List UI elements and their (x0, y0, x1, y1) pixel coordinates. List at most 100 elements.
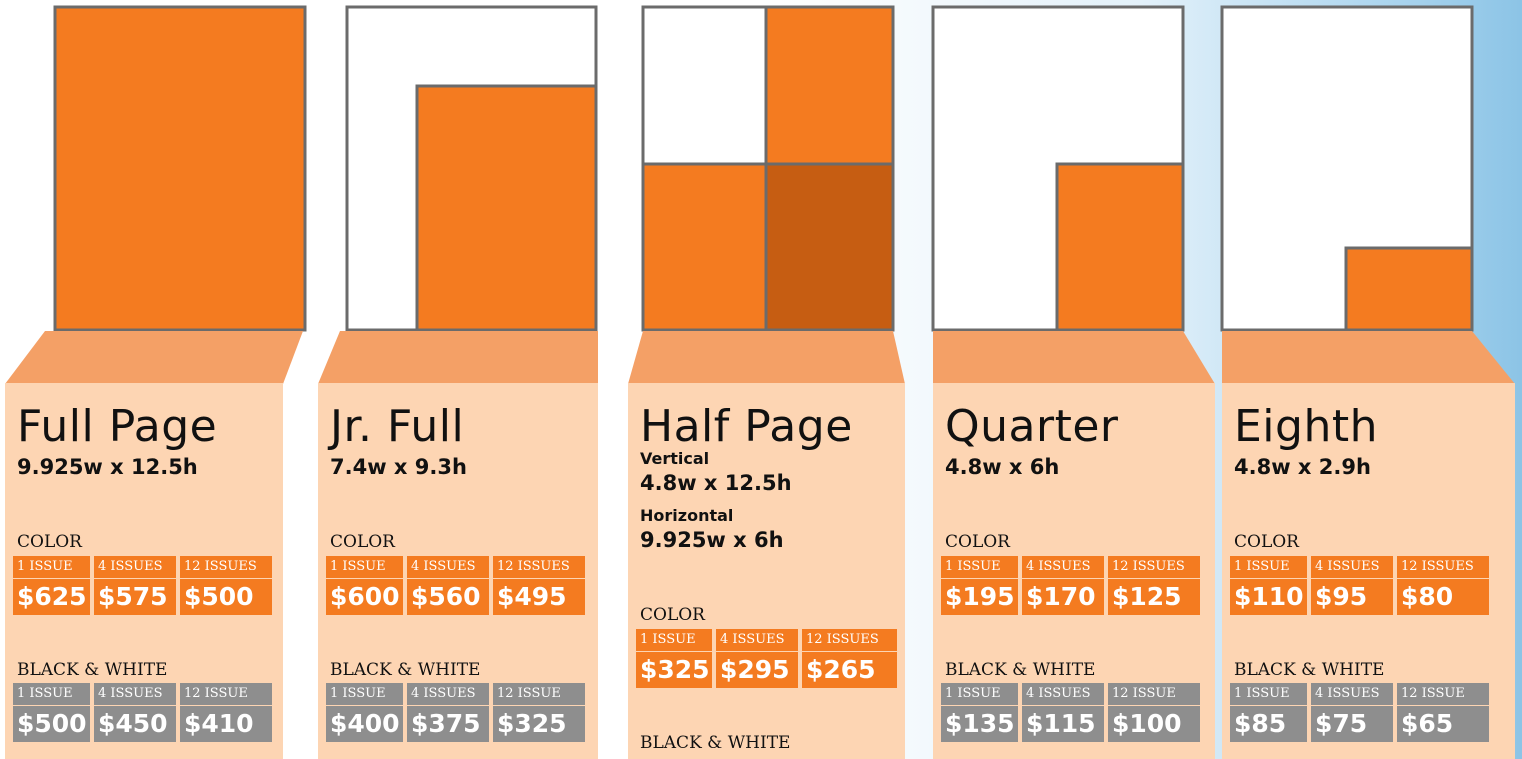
price-box: 1 ISSUE$85 (1230, 683, 1307, 742)
issue-count: 4 ISSUES (407, 556, 489, 579)
price-box: 1 ISSUE$110 (1230, 556, 1307, 615)
price: $265 (802, 652, 897, 688)
price: $170 (1022, 579, 1104, 615)
dimensions: 9.925w x 6h (640, 528, 784, 552)
dimensions: 4.8w x 12.5h (640, 471, 792, 495)
issue-count: 1 ISSUE (13, 556, 90, 579)
price: $495 (493, 579, 585, 615)
price-box: 4 ISSUES$295 (716, 629, 798, 688)
price-box: 12 ISSUES$80 (1397, 556, 1489, 615)
issue-count: 12 ISSUE (180, 683, 272, 706)
price: $195 (941, 579, 1018, 615)
issue-count: 12 ISSUE (493, 683, 585, 706)
issue-count: 4 ISSUES (94, 556, 176, 579)
eighth-diagram (1222, 7, 1472, 330)
price-box: 1 ISSUE$135 (941, 683, 1018, 742)
price: $375 (407, 706, 489, 742)
price-box: 12 ISSUES$125 (1108, 556, 1200, 615)
price: $500 (13, 706, 90, 742)
page: {"columns": [ {"title": "Full Page", "si… (0, 0, 1522, 759)
half-page-diagram (643, 7, 893, 330)
price-box: 1 ISSUE$325 (636, 629, 712, 688)
issue-count: 1 ISSUE (326, 556, 403, 579)
price-box: 4 ISSUES$450 (94, 683, 176, 742)
ad-title: Quarter (945, 401, 1118, 452)
issue-count: 1 ISSUE (13, 683, 90, 706)
price-box: 4 ISSUES$560 (407, 556, 489, 615)
price-box: 12 ISSUES$495 (493, 556, 585, 615)
issue-count: 1 ISSUE (1230, 556, 1307, 579)
price-box: 4 ISSUES$375 (407, 683, 489, 742)
color-label: COLOR (640, 605, 705, 625)
price: $80 (1397, 579, 1489, 615)
price-box: 4 ISSUES$95 (1311, 556, 1393, 615)
issue-count: 4 ISSUES (1022, 556, 1104, 579)
price: $75 (1311, 706, 1393, 742)
issue-count: 4 ISSUES (1022, 683, 1104, 706)
price-box: 12 ISSUES$500 (180, 556, 272, 615)
jr-full-diagram (347, 7, 596, 330)
price: $500 (180, 579, 272, 615)
bw-label: BLACK & WHITE (17, 660, 167, 680)
dimensions: 7.4w x 9.3h (330, 455, 467, 479)
price-box: 4 ISSUES$170 (1022, 556, 1104, 615)
price: $400 (326, 706, 403, 742)
ad-size-panel: Half PageVertical4.8w x 12.5hHorizontal9… (628, 383, 905, 759)
price: $600 (326, 579, 403, 615)
ad-title: Jr. Full (330, 401, 464, 452)
full-page-diagram (55, 7, 305, 330)
price: $295 (716, 652, 798, 688)
price-box: 4 ISSUES$575 (94, 556, 176, 615)
issue-count: 12 ISSUES (180, 556, 272, 579)
price: $135 (941, 706, 1018, 742)
price-box: 4 ISSUES$115 (1022, 683, 1104, 742)
price-box: 12 ISSUE$65 (1397, 683, 1489, 742)
price: $410 (180, 706, 272, 742)
bw-label: BLACK & WHITE (1234, 660, 1384, 680)
issue-count: 12 ISSUE (1397, 683, 1489, 706)
price-box: 1 ISSUE$500 (13, 683, 90, 742)
issue-count: 1 ISSUE (636, 629, 712, 652)
bw-label: BLACK & WHITE (945, 660, 1095, 680)
color-label: COLOR (945, 532, 1010, 552)
price: $575 (94, 579, 176, 615)
issue-count: 1 ISSUE (1230, 683, 1307, 706)
quarter-diagram (933, 7, 1183, 330)
price-row: 1 ISSUE$6004 ISSUES$56012 ISSUES$495 (326, 556, 585, 615)
price-box: 1 ISSUE$195 (941, 556, 1018, 615)
issue-count: 4 ISSUES (407, 683, 489, 706)
orientation-label: Vertical (640, 449, 709, 468)
color-label: COLOR (330, 532, 395, 552)
price-box: 1 ISSUE$400 (326, 683, 403, 742)
dimensions: 9.925w x 12.5h (17, 455, 198, 479)
bw-label: BLACK & WHITE (640, 733, 790, 753)
price: $450 (94, 706, 176, 742)
ad-size-panel: Eighth4.8w x 2.9hCOLOR1 ISSUE$1104 ISSUE… (1222, 383, 1515, 759)
issue-count: 12 ISSUES (1108, 556, 1200, 579)
bw-label: BLACK & WHITE (330, 660, 480, 680)
price: $125 (1108, 579, 1200, 615)
issue-count: 1 ISSUE (326, 683, 403, 706)
issue-count: 4 ISSUES (94, 683, 176, 706)
issue-count: 12 ISSUES (493, 556, 585, 579)
issue-count: 1 ISSUE (941, 683, 1018, 706)
issue-count: 12 ISSUES (802, 629, 897, 652)
dimensions: 4.8w x 2.9h (1234, 455, 1371, 479)
price-box: 12 ISSUE$100 (1108, 683, 1200, 742)
price: $110 (1230, 579, 1307, 615)
price: $85 (1230, 706, 1307, 742)
issue-count: 12 ISSUES (1397, 556, 1489, 579)
price: $325 (636, 652, 712, 688)
price-row: 1 ISSUE$6254 ISSUES$57512 ISSUES$500 (13, 556, 272, 615)
price: $625 (13, 579, 90, 615)
issue-count: 4 ISSUES (1311, 683, 1393, 706)
